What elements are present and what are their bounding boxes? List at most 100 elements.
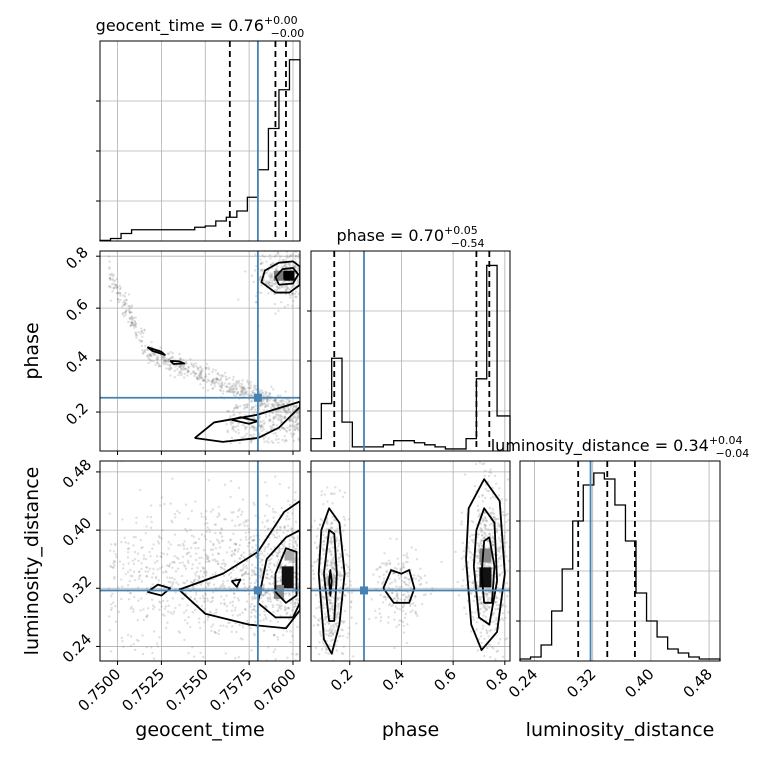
sample-point — [214, 631, 217, 634]
sample-point — [111, 277, 114, 281]
sample-point — [325, 633, 328, 636]
sample-point — [206, 555, 210, 558]
sample-point — [200, 604, 204, 608]
sample-point — [278, 566, 282, 570]
sample-point — [116, 285, 119, 289]
sample-point — [325, 568, 329, 571]
sample-point — [322, 540, 326, 543]
sample-point — [477, 509, 480, 513]
sample-point — [266, 577, 269, 580]
sample-point — [136, 552, 140, 555]
sample-point — [406, 577, 409, 580]
sample-point — [197, 621, 201, 624]
sample-point — [219, 389, 222, 393]
sample-point — [340, 651, 344, 655]
sample-point — [342, 652, 345, 656]
sample-point — [468, 550, 471, 553]
sample-point — [235, 387, 238, 391]
sample-point — [265, 494, 269, 497]
sample-point — [211, 387, 215, 390]
sample-point — [316, 284, 318, 286]
sample-point — [375, 568, 378, 571]
sample-point — [137, 559, 140, 563]
sample-point — [109, 299, 113, 302]
sample-point — [268, 593, 271, 596]
sample-point — [244, 570, 248, 574]
sample-point — [222, 374, 225, 378]
sample-point — [293, 405, 296, 409]
sample-point — [473, 484, 477, 488]
sample-point — [182, 366, 185, 370]
sample-point — [238, 613, 242, 616]
sample-point — [485, 595, 488, 598]
sample-point — [495, 529, 499, 533]
sample-point — [178, 371, 181, 375]
sample-point — [244, 519, 247, 522]
sample-point — [242, 566, 246, 569]
sample-point — [231, 384, 234, 388]
sample-point — [107, 587, 111, 590]
sample-point — [269, 274, 273, 277]
sample-point — [220, 386, 224, 390]
sample-point — [402, 581, 406, 584]
sample-point — [152, 657, 156, 660]
sample-point — [346, 586, 350, 589]
scatter-panel-geocent_time-vs-luminosity_distance — [96, 460, 301, 665]
sample-point — [152, 359, 155, 363]
sample-point — [328, 609, 332, 612]
sample-point — [263, 402, 267, 405]
sample-point — [152, 630, 156, 633]
sample-point — [280, 417, 284, 420]
sample-point — [232, 414, 235, 417]
sample-point — [275, 413, 278, 416]
sample-point — [294, 257, 297, 260]
sample-point — [293, 292, 297, 295]
sample-point — [315, 606, 318, 610]
sample-point — [282, 264, 286, 268]
sample-point — [231, 600, 235, 604]
panel-title-phase: phase = 0.70+0.05 −0.54 — [337, 224, 485, 250]
sample-point — [266, 283, 270, 286]
sample-point — [337, 602, 340, 606]
sample-point — [143, 350, 147, 354]
sample-point — [159, 504, 162, 507]
sample-point — [239, 538, 243, 542]
ytick-label-phase-0: 0.2 — [62, 399, 92, 429]
sample-point — [243, 392, 246, 395]
sample-point — [229, 601, 232, 604]
sample-point — [252, 538, 256, 542]
sample-point — [275, 401, 279, 404]
sample-point — [479, 542, 482, 545]
sample-point — [327, 652, 330, 655]
sample-point — [110, 543, 113, 546]
sample-point — [288, 255, 292, 258]
sample-point — [182, 581, 185, 584]
sample-point — [166, 621, 169, 624]
sample-point — [177, 557, 180, 561]
sample-point — [467, 575, 471, 578]
sample-point — [400, 568, 403, 571]
sample-point — [230, 609, 234, 613]
sample-point — [282, 403, 286, 406]
sample-point — [237, 379, 241, 383]
sample-point — [304, 286, 306, 288]
sample-point — [123, 295, 127, 298]
sample-point — [229, 415, 232, 418]
sample-point — [330, 604, 334, 608]
sample-point — [318, 523, 322, 526]
sample-point — [345, 553, 348, 556]
sample-point — [253, 503, 256, 507]
sample-point — [174, 570, 178, 573]
sample-point — [248, 394, 251, 398]
sample-point — [200, 369, 204, 373]
sample-point — [109, 608, 113, 612]
contour-geocent_time-vs-phase-2 — [283, 270, 294, 281]
sample-point — [262, 408, 266, 412]
sample-point — [322, 548, 325, 551]
sample-point — [492, 536, 495, 540]
sample-point — [227, 390, 230, 393]
sample-point — [224, 518, 227, 521]
sample-point — [300, 268, 302, 270]
sample-point — [119, 286, 122, 290]
sample-point — [279, 428, 282, 432]
